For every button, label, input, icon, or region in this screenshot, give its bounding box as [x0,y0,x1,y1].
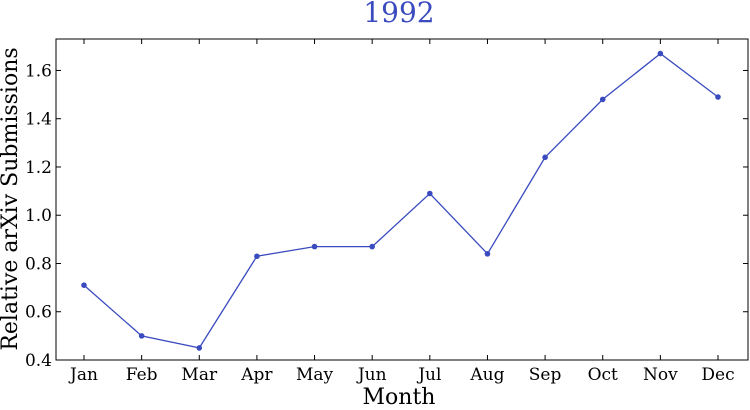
data-point [369,243,375,250]
data-point [599,96,606,103]
data-point [138,333,145,339]
x-tick-label: Aug [469,365,504,385]
series-line [83,52,719,349]
x-tick-label: Jan [68,365,98,385]
data-point [484,251,491,257]
data-point [542,154,548,161]
data-point [81,282,87,289]
y-tick-label: 1.6 [25,61,52,81]
chart-title: 1992 [363,0,434,29]
x-axis-title: Month [363,385,436,410]
x-tick-label: Dec [701,365,734,385]
data-point [196,345,203,351]
x-tick-label: Sep [529,365,562,385]
series-layer [81,50,721,351]
x-tick-label: Nov [643,365,678,385]
x-axis: Jan Feb Mar Apr May Jun Jul Aug Sep Oct Nov Dec [68,39,735,385]
y-tick-label: 1.4 [25,110,52,130]
x-tick-label: Jul [416,365,441,385]
y-tick-label: 0.8 [25,254,52,274]
data-point [311,243,318,250]
data-point [657,50,664,57]
y-axis-title: Relative arXiv Submissions [0,47,23,350]
y-tick-label: 1.0 [25,206,52,226]
data-point [254,253,260,260]
data-point [427,190,433,197]
x-tick-label: May [296,365,334,385]
y-axis: 0.4 0.6 0.8 1.0 1.2 1.4 1.6 [25,61,748,371]
x-tick-label: Oct [588,365,618,385]
x-tick-label: Apr [240,365,273,385]
x-tick-label: Jun [356,365,387,385]
data-point [715,94,721,100]
x-tick-label: Feb [126,365,158,385]
y-tick-label: 1.2 [25,158,52,178]
x-tick-label: Mar [181,365,218,385]
y-tick-label: 0.4 [25,351,52,371]
plot-frame [55,38,749,361]
y-tick-label: 0.6 [25,303,52,323]
